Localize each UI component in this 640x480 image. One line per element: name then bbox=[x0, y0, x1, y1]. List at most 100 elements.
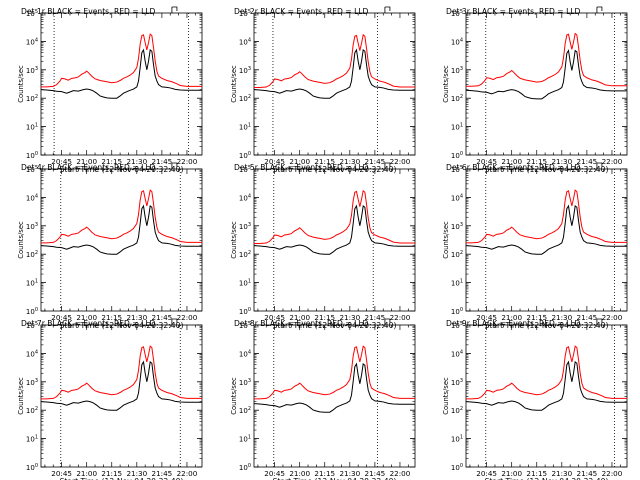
y-tick-label: 100 bbox=[451, 151, 463, 160]
y-tick-label: 100 bbox=[239, 463, 251, 472]
x-tick-label: 21:15 bbox=[314, 313, 335, 322]
y-axis-label: Counts/sec bbox=[17, 377, 25, 415]
x-tick-label: 20:45 bbox=[51, 313, 72, 322]
detector-chart-6: Det 6r BLACK = Events, RED = LLD 100 101 10… bbox=[442, 162, 628, 330]
detector-chart-9: Det 9r BLACK = Events, RED = LLD 100 101 10… bbox=[442, 318, 628, 480]
x-tick-label: 21:15 bbox=[101, 469, 122, 478]
x-tick-label: 21:30 bbox=[126, 469, 147, 478]
chart-title: Det 8r BLACK = Events, RED = LLD bbox=[234, 319, 369, 328]
y-tick-label: 105 bbox=[239, 9, 251, 18]
header-marker bbox=[171, 162, 178, 169]
x-tick-label: 21:30 bbox=[126, 313, 147, 322]
lld-series-line bbox=[254, 345, 415, 400]
x-tick-label: 22:00 bbox=[177, 157, 198, 166]
x-tick-label: 20:45 bbox=[476, 157, 497, 166]
x-tick-label: 21:00 bbox=[501, 313, 522, 322]
y-tick-label: 101 bbox=[451, 123, 463, 132]
events-series-line bbox=[41, 204, 202, 255]
y-tick-label: 104 bbox=[451, 193, 463, 202]
y-tick-label: 101 bbox=[239, 123, 251, 132]
x-tick-label: 21:45 bbox=[365, 157, 386, 166]
x-tick-label: 21:30 bbox=[126, 157, 147, 166]
y-tick-label: 104 bbox=[239, 193, 251, 202]
plot-frame bbox=[465, 12, 628, 156]
chart-title: Det 9r BLACK = Events, RED = LLD bbox=[446, 319, 581, 328]
x-tick-label: 20:45 bbox=[476, 469, 497, 478]
x-tick-label: 20:45 bbox=[51, 469, 72, 478]
x-tick-label: 20:45 bbox=[264, 469, 285, 478]
y-tick-label: 103 bbox=[451, 378, 463, 387]
x-tick-label: 21:15 bbox=[314, 157, 335, 166]
y-tick-label: 100 bbox=[239, 151, 251, 160]
y-tick-label: 104 bbox=[239, 349, 251, 358]
x-tick-label: 21:15 bbox=[101, 157, 122, 166]
x-tick-label: 21:00 bbox=[76, 469, 97, 478]
plot-frame bbox=[253, 12, 416, 156]
x-tick-label: 22:00 bbox=[390, 157, 411, 166]
y-tick-label: 103 bbox=[239, 66, 251, 75]
x-axis-label: Start Time (12-Nov-04 20:32:40) bbox=[485, 477, 609, 480]
y-tick-label: 104 bbox=[451, 37, 463, 46]
x-tick-label: 21:00 bbox=[501, 469, 522, 478]
header-marker bbox=[596, 162, 603, 169]
x-axis-label: Start Time (12-Nov-04 20:32:40) bbox=[60, 321, 184, 330]
plot-frame bbox=[465, 324, 628, 468]
y-tick-label: 104 bbox=[26, 193, 38, 202]
y-tick-label: 102 bbox=[451, 250, 463, 259]
y-tick-label: 101 bbox=[451, 279, 463, 288]
chart-title: Det 3r BLACK = Events, RED = LLD bbox=[446, 7, 581, 16]
x-tick-label: 21:45 bbox=[577, 469, 598, 478]
x-tick-label: 22:00 bbox=[602, 157, 623, 166]
header-marker bbox=[171, 318, 178, 325]
header-marker bbox=[384, 162, 391, 169]
y-tick-label: 100 bbox=[451, 463, 463, 472]
chart-title: Det 4r BLACK = Events, RED = LLD bbox=[21, 163, 156, 172]
x-tick-label: 20:45 bbox=[264, 313, 285, 322]
lld-series-line bbox=[41, 33, 202, 88]
x-tick-label: 21:30 bbox=[551, 469, 572, 478]
y-tick-label: 102 bbox=[451, 406, 463, 415]
chart-title: Det 7r BLACK = Events, RED = LLD bbox=[21, 319, 156, 328]
x-tick-label: 21:15 bbox=[526, 313, 547, 322]
y-tick-label: 101 bbox=[451, 435, 463, 444]
y-tick-label: 102 bbox=[26, 250, 38, 259]
lld-series-line bbox=[254, 189, 415, 245]
y-axis-label: Counts/sec bbox=[442, 221, 450, 259]
y-tick-label: 100 bbox=[239, 307, 251, 316]
y-tick-label: 105 bbox=[451, 9, 463, 18]
lld-series-line bbox=[466, 345, 627, 400]
x-axis-label: Start Time (12-Nov-04 20:32:40) bbox=[273, 477, 397, 480]
plot-frame bbox=[40, 168, 203, 312]
y-tick-label: 101 bbox=[239, 435, 251, 444]
x-tick-label: 21:30 bbox=[551, 313, 572, 322]
events-series-line bbox=[466, 49, 627, 100]
x-tick-label: 21:45 bbox=[152, 157, 173, 166]
x-tick-label: 21:45 bbox=[577, 157, 598, 166]
chart-title: Det 6r BLACK = Events, RED = LLD bbox=[446, 163, 581, 172]
x-tick-label: 20:45 bbox=[264, 157, 285, 166]
chart-title: Det 5r BLACK = Events, RED = LLD bbox=[234, 163, 369, 172]
y-tick-label: 103 bbox=[239, 378, 251, 387]
y-tick-label: 100 bbox=[26, 151, 38, 160]
events-series-line bbox=[254, 48, 415, 99]
x-tick-label: 21:15 bbox=[101, 313, 122, 322]
x-tick-label: 22:00 bbox=[390, 469, 411, 478]
y-tick-label: 103 bbox=[451, 66, 463, 75]
events-series-line bbox=[254, 204, 415, 255]
plot-frame bbox=[40, 12, 203, 156]
x-tick-label: 21:45 bbox=[365, 469, 386, 478]
plot-frame bbox=[253, 168, 416, 312]
y-tick-label: 105 bbox=[26, 9, 38, 18]
x-tick-label: 21:00 bbox=[76, 313, 97, 322]
x-tick-label: 21:00 bbox=[501, 157, 522, 166]
y-tick-label: 105 bbox=[239, 321, 251, 330]
y-tick-label: 104 bbox=[26, 37, 38, 46]
x-tick-label: 21:30 bbox=[339, 469, 360, 478]
detector-chart-5: Det 5r BLACK = Events, RED = LLD 100 101 10… bbox=[230, 162, 416, 330]
header-marker bbox=[384, 6, 391, 13]
lld-series-line bbox=[466, 189, 627, 244]
y-tick-label: 105 bbox=[451, 165, 463, 174]
y-tick-label: 102 bbox=[239, 406, 251, 415]
